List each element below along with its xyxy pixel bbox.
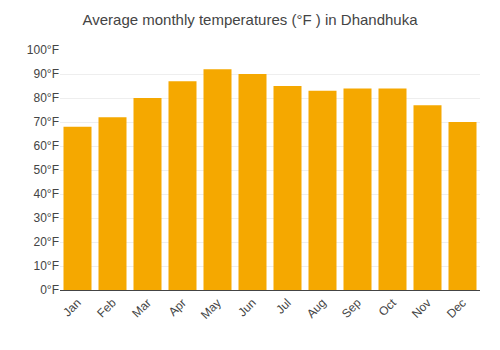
svg-text:20°F: 20°F [34, 235, 59, 249]
svg-text:Aug: Aug [304, 296, 329, 321]
svg-text:60°F: 60°F [34, 139, 59, 153]
svg-text:Sep: Sep [339, 296, 364, 321]
svg-text:80°F: 80°F [34, 91, 59, 105]
svg-text:Apr: Apr [166, 296, 189, 319]
svg-text:50°F: 50°F [34, 163, 59, 177]
svg-text:Average monthly temperatures (: Average monthly temperatures (°F ) in Dh… [82, 11, 418, 28]
svg-text:30°F: 30°F [34, 211, 59, 225]
svg-text:Dec: Dec [444, 296, 469, 321]
svg-text:100°F: 100°F [27, 43, 59, 57]
svg-text:Nov: Nov [409, 296, 434, 321]
svg-text:40°F: 40°F [34, 187, 59, 201]
svg-text:10°F: 10°F [34, 259, 59, 273]
svg-text:Oct: Oct [376, 295, 400, 319]
svg-text:Jun: Jun [235, 296, 259, 320]
svg-text:Jan: Jan [60, 296, 84, 320]
svg-text:May: May [198, 296, 224, 322]
svg-text:Feb: Feb [94, 296, 119, 321]
svg-text:Jul: Jul [273, 296, 294, 317]
svg-text:Mar: Mar [129, 296, 154, 321]
svg-text:0°F: 0°F [40, 283, 59, 297]
svg-text:70°F: 70°F [34, 115, 59, 129]
svg-text:90°F: 90°F [34, 67, 59, 81]
